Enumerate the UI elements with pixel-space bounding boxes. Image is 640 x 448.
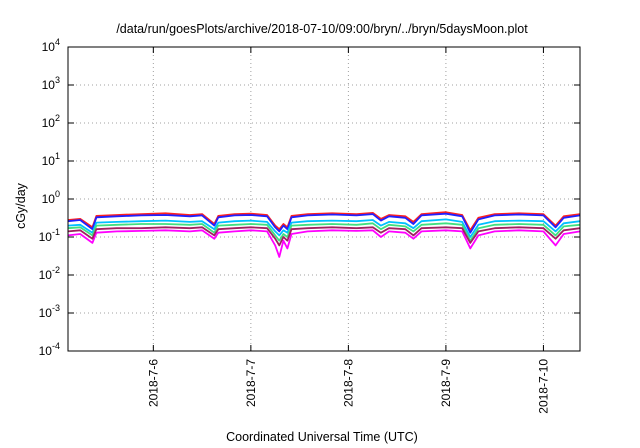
series-layer (67, 211, 581, 258)
series-line-1 (67, 211, 581, 232)
series-line-0 (67, 229, 581, 258)
x-tick-label: 2018-7-6 (146, 359, 160, 407)
series-line-2 (67, 212, 581, 234)
chart-title: /data/run/goesPlots/archive/2018-07-10/0… (116, 22, 528, 36)
y-tick-label: 102 (42, 113, 60, 130)
y-tick-label: 103 (42, 75, 60, 92)
y-axis: 10-4 10-3 10-2 10-1 100 101 102 103 104 (39, 37, 580, 358)
y-tick-label: 10-1 (39, 227, 60, 244)
x-tick-label: 2018-7-7 (244, 359, 258, 407)
series-line-4 (67, 222, 581, 242)
y-tick-label: 10-4 (39, 341, 60, 358)
y-tick-label: 104 (42, 37, 60, 54)
x-tick-label: 2018-7-8 (341, 359, 355, 407)
y-tick-label: 10-3 (39, 303, 60, 320)
x-tick-label: 2018-7-9 (439, 359, 453, 407)
y-tick-label: 10-2 (39, 265, 60, 282)
grid (68, 47, 580, 351)
series-line-3 (67, 218, 581, 238)
y-tick-label: 101 (42, 151, 60, 168)
x-tick-label: 2018-7-10 (536, 359, 550, 414)
x-axis-label: Coordinated Universal Time (UTC) (226, 430, 418, 444)
y-tick-label: 100 (42, 189, 60, 206)
x-axis: 2018-7-6 2018-7-7 2018-7-8 2018-7-9 2018-7-1… (146, 47, 550, 414)
series-line-5 (67, 226, 581, 247)
y-axis-label: cGy/day (14, 182, 28, 229)
